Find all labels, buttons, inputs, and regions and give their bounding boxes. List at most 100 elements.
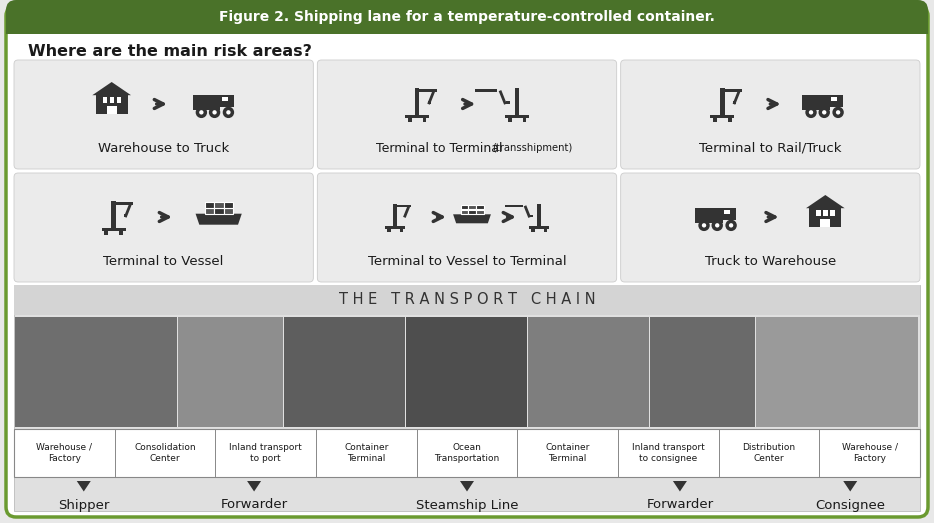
Bar (468, 210, 476, 214)
FancyBboxPatch shape (318, 60, 616, 169)
Bar (106, 106, 117, 114)
Bar (829, 95, 843, 107)
Bar (531, 215, 533, 217)
Circle shape (224, 108, 233, 116)
Bar (214, 208, 223, 214)
Circle shape (834, 108, 842, 116)
Bar (388, 228, 390, 232)
Circle shape (820, 108, 828, 116)
Bar (400, 228, 403, 232)
Bar (222, 97, 228, 101)
Text: Terminal to Vessel: Terminal to Vessel (104, 255, 224, 268)
FancyBboxPatch shape (621, 60, 920, 169)
Bar (177, 317, 283, 427)
Bar (460, 210, 468, 214)
Bar (695, 208, 723, 223)
Text: (transshipment): (transshipment) (492, 143, 573, 153)
Bar (105, 231, 108, 235)
Bar (522, 118, 526, 122)
Text: Steamship Line: Steamship Line (416, 498, 518, 511)
Bar (723, 208, 736, 220)
Bar (537, 203, 541, 229)
Bar (111, 202, 134, 205)
Bar (422, 118, 426, 122)
Bar (284, 317, 405, 427)
Text: Terminal to Rail/Truck: Terminal to Rail/Truck (699, 142, 842, 155)
Bar (713, 118, 716, 122)
Bar (816, 210, 821, 216)
Bar (823, 210, 828, 216)
Text: Forwarder: Forwarder (220, 498, 288, 511)
Bar (405, 115, 429, 118)
Text: Warehouse /
Factory: Warehouse / Factory (842, 443, 898, 463)
Bar (192, 95, 220, 110)
Text: Container
Terminal: Container Terminal (344, 443, 389, 463)
Bar (506, 101, 510, 104)
Text: Shipper: Shipper (58, 498, 109, 511)
Circle shape (197, 108, 205, 116)
FancyBboxPatch shape (6, 6, 928, 517)
Bar (124, 214, 127, 217)
Bar (102, 228, 126, 231)
Bar (385, 226, 405, 229)
Bar (508, 118, 512, 122)
Bar (117, 97, 121, 103)
Text: Truck to Warehouse: Truck to Warehouse (705, 255, 836, 268)
Bar (710, 115, 734, 118)
Bar (223, 208, 233, 214)
Bar (529, 226, 549, 229)
Polygon shape (248, 481, 262, 492)
Bar (415, 87, 419, 118)
Bar (468, 205, 476, 209)
Circle shape (210, 108, 219, 116)
Bar (475, 89, 497, 92)
Bar (393, 204, 411, 207)
Bar (460, 205, 468, 209)
Bar (403, 215, 406, 217)
Text: Warehouse to Truck: Warehouse to Truck (98, 142, 229, 155)
Text: Terminal to Terminal: Terminal to Terminal (375, 142, 502, 155)
Bar (720, 89, 743, 92)
Text: Ocean
Transportation: Ocean Transportation (434, 443, 500, 463)
Bar (830, 210, 835, 216)
Bar (725, 210, 730, 214)
Bar (103, 97, 107, 103)
Text: Container
Terminal: Container Terminal (545, 443, 590, 463)
Bar (531, 228, 534, 232)
Bar (757, 317, 918, 427)
Bar (14, 285, 920, 511)
Bar (205, 208, 214, 214)
Bar (810, 208, 842, 227)
Bar (428, 101, 431, 104)
Text: Where are the main risk areas?: Where are the main risk areas? (28, 44, 312, 60)
Polygon shape (460, 481, 474, 492)
Bar (406, 317, 527, 427)
Text: Distribution
Center: Distribution Center (743, 443, 796, 463)
Text: Figure 2. Shipping lane for a temperature-controlled container.: Figure 2. Shipping lane for a temperatur… (219, 10, 715, 24)
Bar (214, 202, 223, 208)
Bar (802, 95, 829, 110)
Bar (96, 95, 128, 114)
FancyBboxPatch shape (14, 60, 313, 169)
FancyBboxPatch shape (14, 173, 313, 282)
Bar (205, 202, 214, 208)
Bar (220, 95, 234, 107)
Circle shape (807, 108, 815, 116)
Polygon shape (843, 481, 857, 492)
Bar (528, 317, 649, 427)
Bar (14, 285, 920, 315)
FancyBboxPatch shape (621, 173, 920, 282)
Text: Forwarder: Forwarder (646, 498, 714, 511)
Text: Consolidation
Center: Consolidation Center (134, 443, 196, 463)
Text: Consignee: Consignee (815, 498, 885, 511)
Polygon shape (806, 195, 844, 208)
Polygon shape (672, 481, 686, 492)
Bar (15, 317, 177, 427)
Bar (393, 203, 397, 229)
Bar (831, 97, 837, 101)
Polygon shape (92, 82, 131, 95)
Text: Warehouse /
Factory: Warehouse / Factory (36, 443, 92, 463)
Text: Inland transport
to port: Inland transport to port (229, 443, 302, 463)
Bar (14, 429, 920, 477)
Bar (223, 202, 233, 208)
